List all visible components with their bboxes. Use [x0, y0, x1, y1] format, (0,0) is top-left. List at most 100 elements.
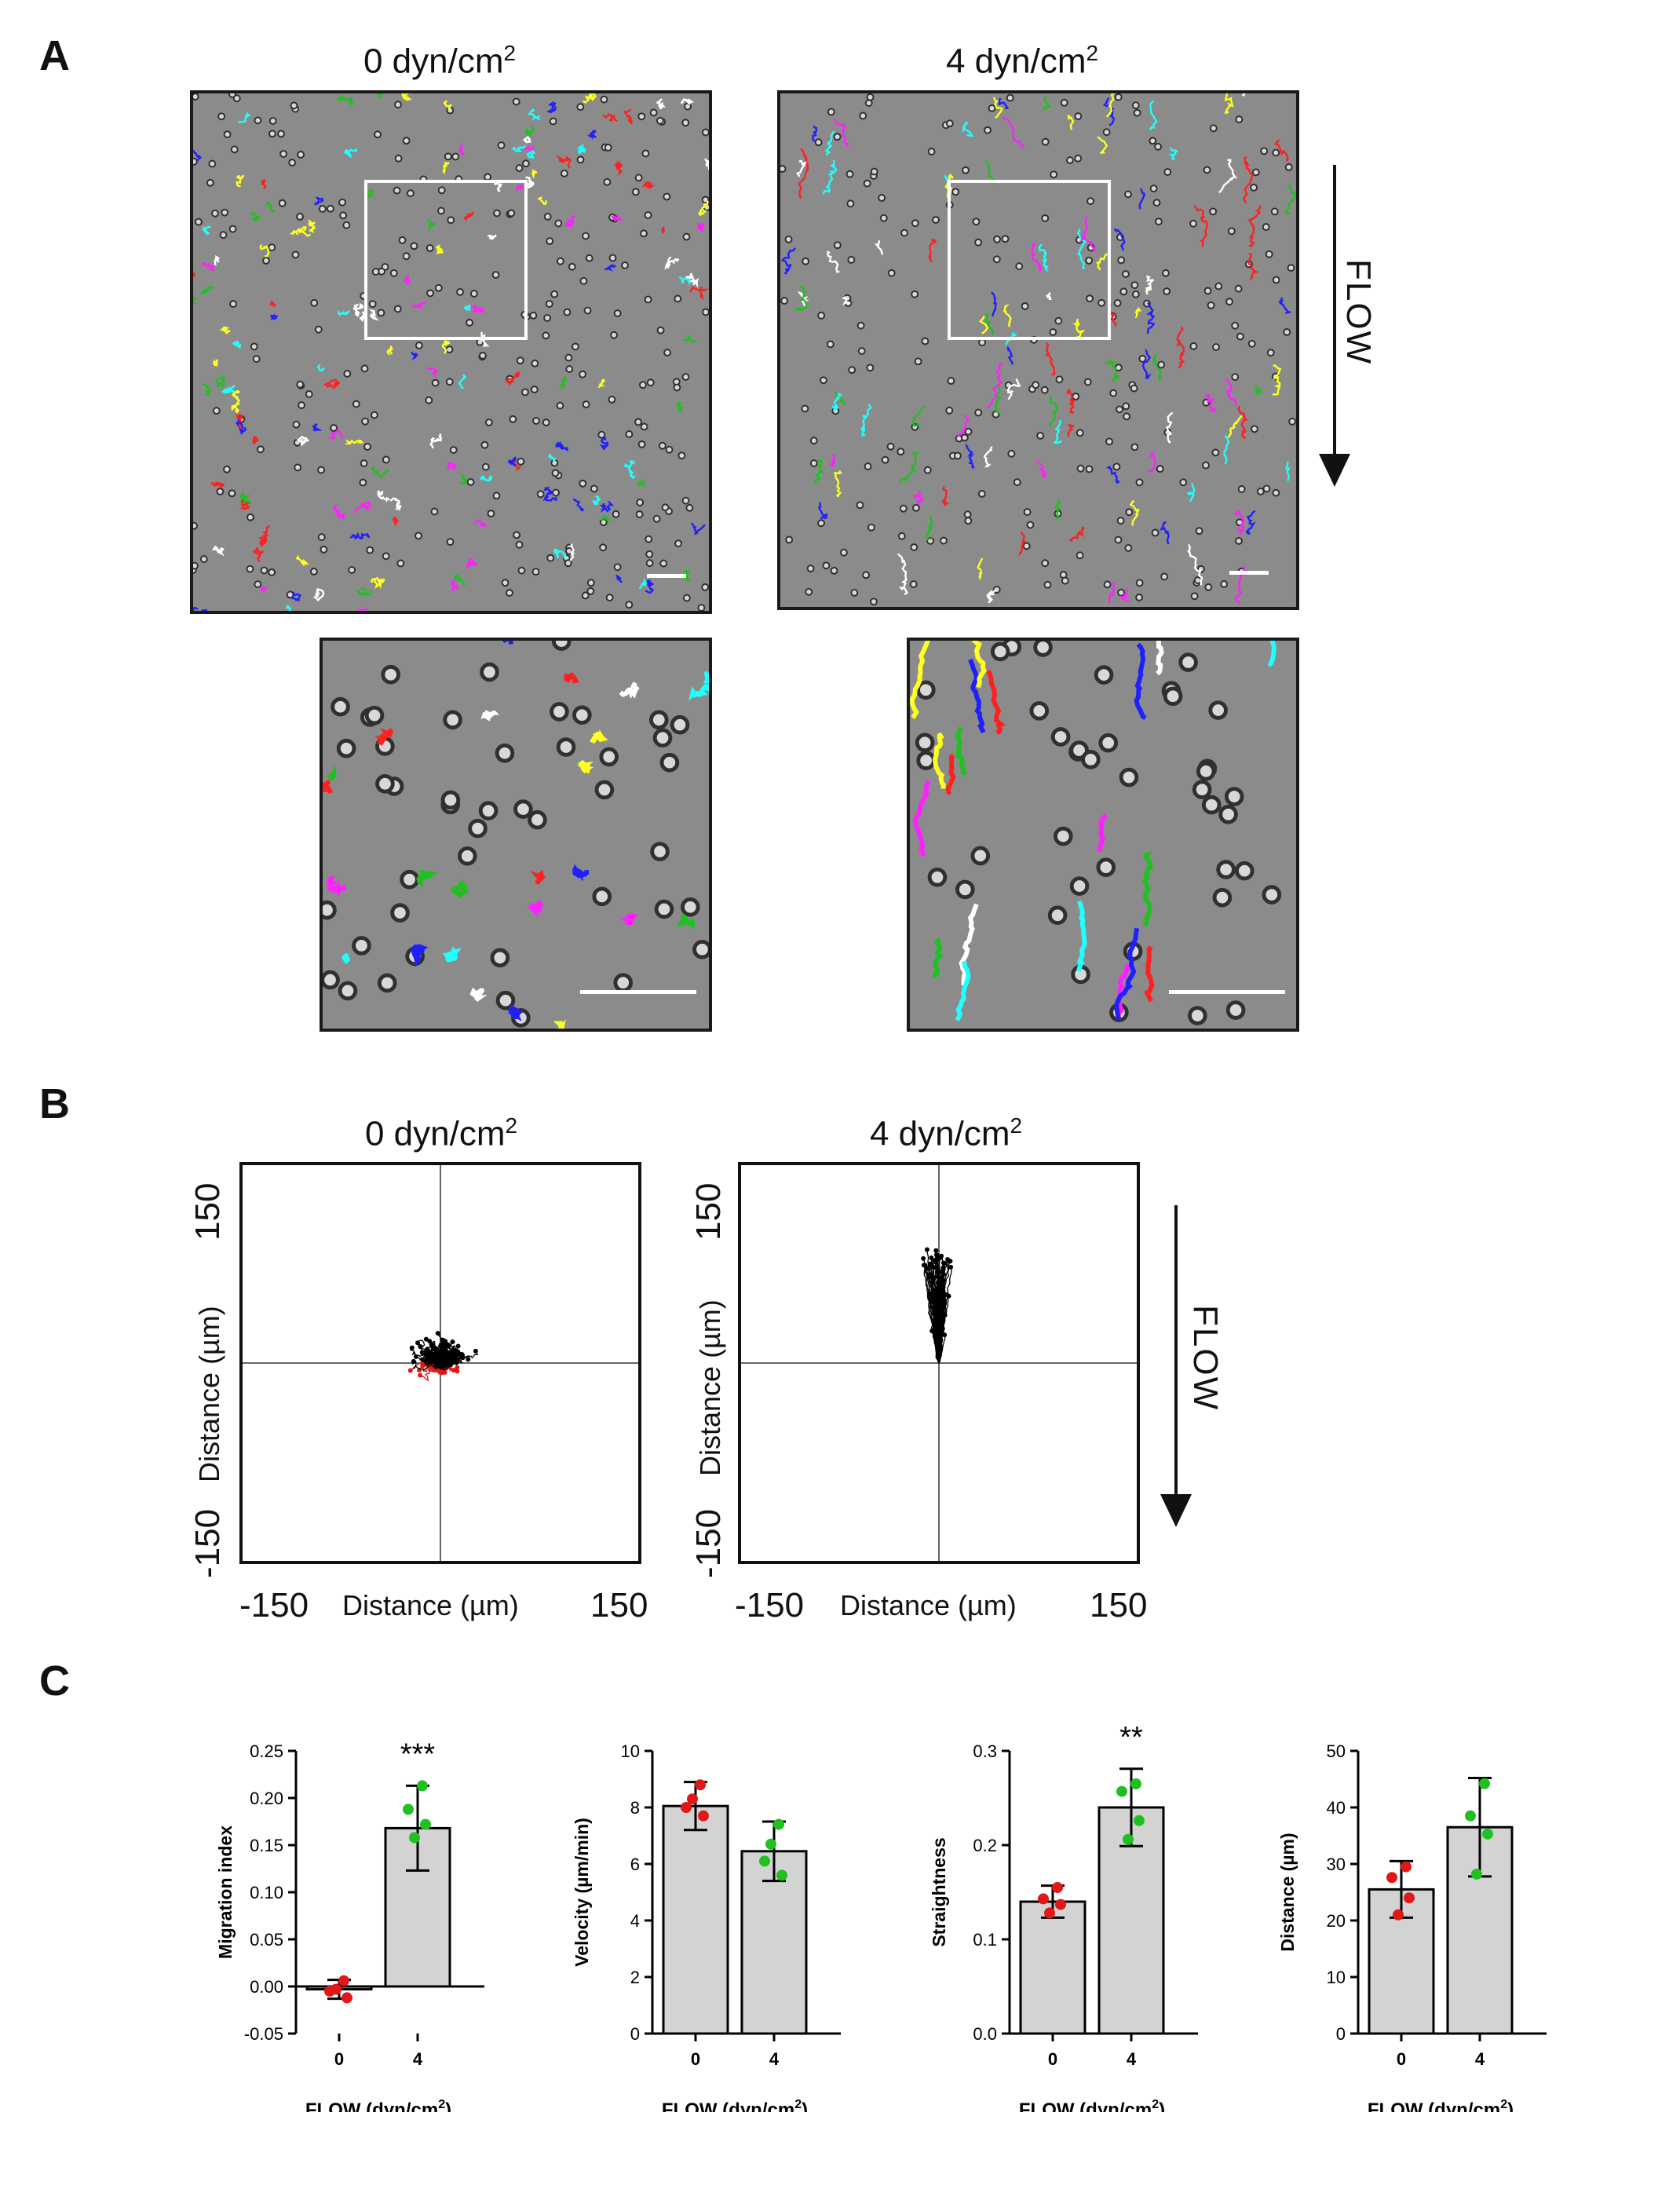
cell: [1189, 342, 1198, 350]
cell-track: [458, 374, 467, 389]
cell: [543, 212, 552, 221]
cell: [543, 314, 552, 322]
panel-c-letter: C: [39, 1657, 70, 1705]
cell: [410, 242, 418, 250]
trajectory-endpoint: [924, 1247, 929, 1252]
panel-a-right-title-text: 4 dyn/cm: [945, 42, 1087, 81]
cell-track: [590, 729, 608, 744]
trajectory: [411, 1361, 441, 1372]
cell: [1156, 465, 1164, 473]
cell: [560, 169, 568, 177]
cell-track: [289, 226, 311, 237]
cell-track: [327, 764, 337, 781]
cell: [970, 846, 991, 866]
cell-track: [1284, 185, 1296, 215]
cell: [947, 377, 955, 386]
inset-box-4-dyn: [948, 180, 1111, 340]
data-point: [417, 1780, 428, 1792]
data-point: [1482, 1828, 1493, 1840]
cell: [1096, 857, 1116, 877]
cell: [359, 478, 367, 487]
cell: [859, 111, 867, 120]
cell: [1190, 592, 1199, 601]
cell: [338, 198, 346, 206]
cell-track: [392, 516, 400, 526]
cell: [1262, 484, 1271, 493]
cell-track: [676, 912, 696, 930]
cell: [635, 510, 644, 518]
cell-track: [487, 234, 497, 240]
cell: [375, 774, 395, 794]
cell: [491, 271, 500, 279]
trajectory-endpoint: [435, 1331, 440, 1336]
cell-track: [614, 160, 623, 177]
cell: [425, 244, 434, 252]
cell-track: [1018, 532, 1027, 556]
cell: [910, 543, 919, 551]
trajectory-endpoint: [409, 1345, 415, 1350]
trajectory: [440, 1354, 447, 1371]
cell: [608, 254, 617, 262]
cell-track: [619, 682, 640, 700]
cell-track: [688, 671, 709, 701]
cell: [279, 150, 288, 158]
cell-track: [599, 500, 615, 513]
cell-track: [1274, 139, 1289, 162]
cell: [900, 228, 908, 237]
cell-track: [1066, 389, 1076, 415]
cell-track: [945, 753, 956, 795]
cell-track: [559, 376, 568, 390]
cell: [447, 216, 455, 225]
cell: [338, 981, 358, 1001]
cell: [1085, 465, 1094, 473]
cell: [343, 370, 352, 378]
cell: [833, 241, 842, 250]
cell: [911, 503, 920, 512]
cell: [268, 117, 277, 125]
inset-scale-bar-0-dyn: [580, 990, 696, 994]
cell-track: [543, 486, 553, 495]
cell: [897, 448, 905, 456]
y-tick-label: 0.15: [250, 1836, 283, 1855]
trajectory-endpoint: [444, 1353, 449, 1358]
cell-track: [1224, 378, 1237, 406]
track-plot-4-dyn: [738, 1162, 1140, 1564]
cell: [556, 401, 564, 410]
cell: [546, 237, 554, 246]
data-point: [1130, 1778, 1141, 1789]
cell: [1234, 861, 1255, 881]
cell: [1227, 227, 1236, 236]
cell: [193, 157, 198, 166]
cell: [440, 790, 461, 810]
cell: [1218, 804, 1238, 824]
cell-track: [537, 196, 548, 206]
cell: [1135, 579, 1144, 587]
cell-track: [1046, 291, 1052, 300]
cell-track: [259, 243, 270, 258]
cell: [879, 214, 888, 222]
cell: [613, 563, 622, 572]
cell: [576, 155, 585, 164]
cell: [1074, 154, 1083, 163]
cell-track: [1138, 188, 1146, 210]
cell-track: [991, 291, 997, 317]
cell: [977, 490, 986, 498]
cell-track: [512, 144, 527, 153]
cell: [317, 466, 326, 474]
cell: [820, 376, 827, 385]
data-point: [420, 1818, 431, 1830]
cell: [1036, 431, 1045, 440]
cell: [1266, 349, 1275, 357]
micrograph-4-dyn: [777, 90, 1299, 610]
trajectory-endpoint: [933, 1248, 939, 1253]
cell: [1124, 543, 1133, 552]
cell: [583, 306, 592, 315]
data-point: [759, 1855, 770, 1867]
cell: [1041, 214, 1050, 222]
cell: [863, 179, 871, 188]
cell: [1083, 378, 1092, 386]
cell: [637, 112, 646, 121]
cell-track: [193, 149, 202, 162]
cell-track: [664, 256, 680, 270]
cell-track: [1156, 641, 1164, 676]
